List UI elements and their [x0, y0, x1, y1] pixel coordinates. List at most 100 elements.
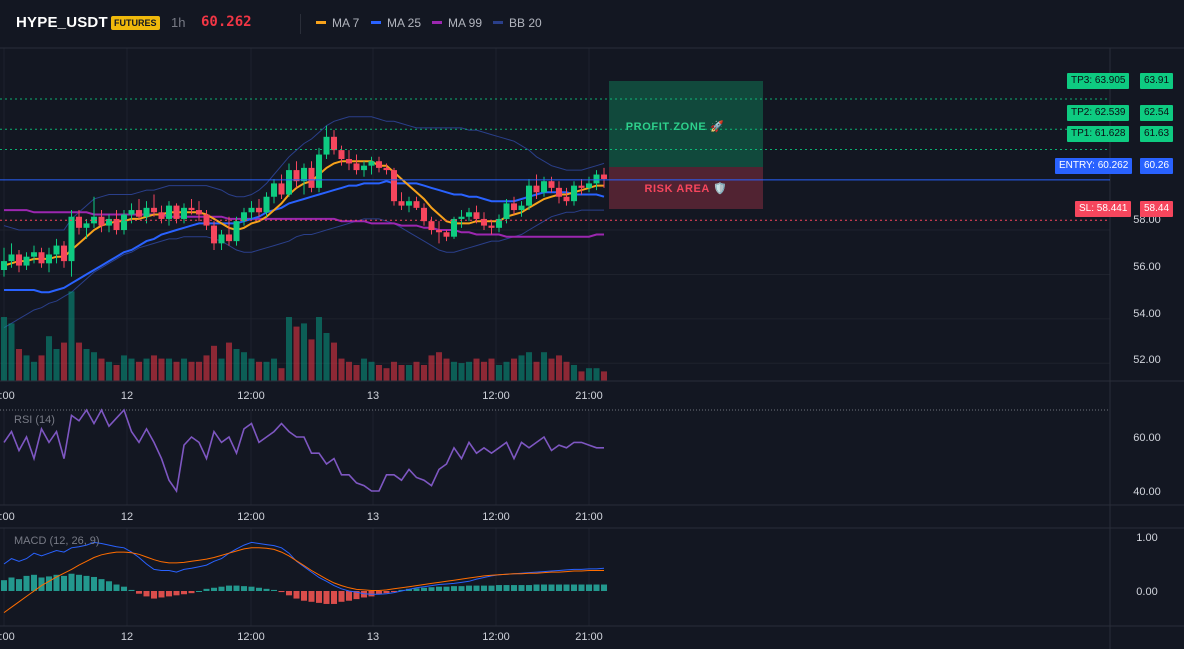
rsi-title: RSI (14): [14, 414, 55, 426]
macd-hist-bar: [293, 591, 300, 599]
candle-body: [353, 163, 360, 171]
volume-bar: [241, 352, 247, 381]
rsi-line: [3, 408, 604, 494]
macd-hist-bar: [241, 586, 247, 591]
time-label-main-2: 12: [121, 390, 133, 402]
candle-body: [511, 203, 517, 211]
volume-bar: [61, 342, 67, 381]
macd-title: MACD (12, 26, 9): [14, 535, 100, 547]
macd-hist-bar: [383, 591, 390, 594]
candle-body: [83, 223, 90, 228]
candle-body: [91, 216, 97, 224]
time-label-rsi-3: 12:00: [237, 511, 265, 523]
volume-bar: [503, 361, 510, 381]
legend-ma99[interactable]: MA 99: [432, 16, 482, 30]
candle-body: [331, 136, 337, 151]
volume-bar: [23, 355, 30, 381]
rsi-tick-40: 40.00: [1133, 486, 1161, 498]
candle-body: [481, 218, 487, 226]
macd-hist-bar: [541, 584, 547, 591]
macd-hist-bar: [53, 574, 60, 591]
candle-body: [541, 181, 547, 193]
candle-body: [458, 216, 465, 219]
macd-hist-bar: [436, 586, 442, 591]
macd-hist-bar: [586, 584, 592, 591]
candle-body: [301, 167, 307, 182]
ma25-line: [4, 180, 605, 294]
candle-body: [443, 232, 450, 237]
macd-hist-bar: [503, 585, 510, 591]
candle-body: [473, 212, 480, 219]
profit-zone-box: [609, 81, 763, 167]
candle-body: [571, 185, 577, 202]
ma99-swatch-icon: [432, 21, 442, 25]
volume-bar: [376, 365, 382, 381]
volume-bar: [308, 339, 315, 381]
sl-price: 58.44: [1140, 201, 1174, 217]
candle-body: [406, 201, 412, 206]
macd-hist-bar: [488, 585, 495, 591]
macd-hist-bar: [466, 585, 472, 591]
volume-bar: [518, 355, 525, 381]
bb20-swatch-icon: [493, 21, 503, 25]
macd-hist-bar: [556, 584, 562, 591]
macd-hist-bar: [196, 591, 202, 592]
volume-bar: [83, 349, 90, 381]
candle-body: [136, 210, 142, 217]
macd-hist-bar: [571, 584, 577, 591]
ma99-line: [4, 209, 604, 238]
legend-ma7-label: MA 7: [332, 16, 360, 30]
macd-hist-bar: [23, 575, 30, 591]
macd-hist-bar: [601, 584, 607, 591]
volume-bar: [203, 355, 210, 381]
legend-bb20[interactable]: BB 20: [493, 16, 542, 30]
legend-ma25[interactable]: MA 25: [371, 16, 421, 30]
volume-bar: [451, 361, 457, 381]
timeframe-label[interactable]: 1h: [171, 15, 186, 30]
macd-hist-bar: [361, 591, 367, 598]
macd-hist-bar: [256, 587, 262, 591]
macd-hist-bar: [16, 579, 22, 591]
candle-body: [1, 261, 7, 270]
volume-bar: [541, 352, 547, 381]
candlesticks: [1, 125, 607, 277]
macd-hist-bar: [511, 585, 517, 591]
volume-bar: [361, 358, 367, 381]
volume-bar: [211, 345, 217, 381]
volume-bar: [151, 355, 157, 381]
candle-body: [601, 174, 607, 179]
volume-bar: [331, 342, 337, 381]
candle-body: [346, 159, 352, 164]
volume-bar: [173, 361, 180, 381]
candle-body: [218, 234, 225, 244]
candle-body: [428, 221, 435, 231]
macd-hist-bar: [323, 591, 330, 604]
candle-body: [496, 218, 502, 228]
candle-body: [226, 234, 232, 242]
tp2-price: 62.54: [1140, 105, 1174, 121]
risk-zone-box: [609, 167, 763, 209]
volume-bar: [121, 355, 127, 381]
macd-hist-bar: [391, 591, 397, 593]
candle-body: [338, 150, 345, 159]
candle-body: [38, 252, 45, 264]
candle-body: [488, 225, 495, 228]
entry-tag: ENTRY: 60.262: [1055, 158, 1133, 174]
macd-hist-bar: [593, 584, 600, 591]
volume-bar: [113, 365, 120, 381]
macd-hist-bar: [203, 588, 210, 591]
candle-body: [308, 167, 315, 188]
volume-bar: [293, 326, 300, 381]
macd-tick-0: 0.00: [1136, 586, 1157, 598]
volume-bar: [181, 358, 187, 381]
symbol-name[interactable]: HYPE_USDT: [16, 14, 108, 31]
time-label-macd-2: 12: [121, 631, 133, 643]
macd-hist-bar: [113, 584, 120, 591]
candle-body: [586, 183, 592, 188]
legend-ma7[interactable]: MA 7: [316, 16, 359, 30]
bollinger-bands: [3, 116, 605, 329]
macd-hist-bar: [451, 586, 457, 591]
macd-hist-bar: [106, 581, 112, 591]
volume-bar: [398, 365, 405, 381]
